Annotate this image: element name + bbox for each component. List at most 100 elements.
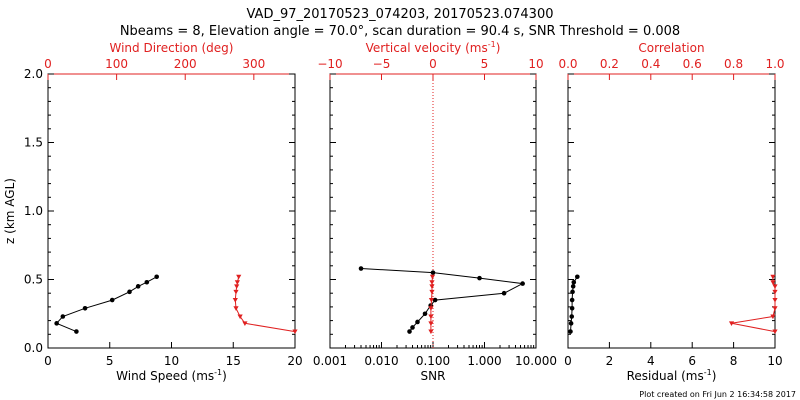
data-point [154,274,159,280]
data-point [772,289,778,295]
data-point [728,321,735,326]
top-tick-label: 0 [429,57,437,71]
data-point [569,314,575,319]
data-point [772,298,778,303]
top-tick-label: 0.0 [558,57,577,71]
top-tick-label: 10 [528,57,543,71]
data-point [772,329,778,335]
data-point [429,280,435,285]
data-point [432,297,438,303]
x-tick-label: 10 [164,354,179,368]
x-tick-label: 0 [564,354,572,368]
data-point [82,305,88,311]
data-point [54,321,59,326]
x-tick-label: 0.001 [313,354,347,368]
top-tick-label: 5 [481,57,489,71]
data-point [410,325,415,330]
data-point [144,279,150,285]
data-point [569,297,575,303]
x-tick-label: 1.000 [467,354,501,368]
top-tick-label: 0.2 [600,57,619,71]
panel-residual-correlation: 0 2 4 6 8 10 Residual (ms-1) 0.0 0.2 0.4 0.6 0.8 1.0… [558,41,784,383]
data-point [770,274,776,280]
data-point [570,289,575,295]
x-tick-label: 5 [106,354,114,368]
figure-title: VAD_97_20170523_074203, 20170523.074300 [247,7,554,22]
data-point [571,279,577,285]
y-tick-label: 0.5 [24,273,43,287]
x-tick-label: 2 [606,354,614,368]
data-point [428,329,434,335]
data-point [520,281,525,286]
data-point [422,311,428,317]
top-tick-label: −10 [317,57,342,71]
x-tick-label: 15 [226,354,241,368]
data-point [135,284,141,289]
data-point [429,289,435,295]
y-axis-label: z (km AGL) [3,178,17,244]
data-point [575,274,580,280]
x-tick-label: 6 [688,354,696,368]
panel-wind: 0.0 0.5 1.0 1.5 2.0 z (km AGL) 0 5 10 15 20 Wind Sp… [3,41,303,383]
x-tick-label: 0 [44,354,52,368]
data-point [570,284,576,289]
data-point [770,280,776,285]
y-tick-label: 0.0 [24,341,43,355]
data-point [232,298,238,303]
x-tick-label: 10.000 [515,354,557,368]
data-point [234,284,240,289]
figure-subtitle: Nbeams = 8, Elevation angle = 70.0°, sca… [120,24,680,39]
series-line-0 [360,268,525,332]
data-point [236,274,242,280]
data-point [772,284,778,289]
top-axis-label: Wind Direction (deg) [110,41,234,55]
data-point [233,289,239,295]
top-tick-label: 100 [105,57,128,71]
data-point [428,314,434,320]
data-point [428,321,434,326]
x-tick-label: 0.100 [416,354,450,368]
data-point [477,275,482,281]
top-tick-label: 1.0 [765,57,784,71]
data-point [568,321,574,326]
data-point [501,290,507,296]
data-point [74,329,79,334]
data-point [429,284,435,289]
plot-frame [567,73,776,349]
data-point [569,305,575,311]
top-tick-label: 0.6 [683,57,702,71]
top-axis-label: Vertical velocity (ms-1) [366,40,501,55]
data-point [407,329,412,334]
y-tick-label: 1.0 [24,204,43,218]
y-tick-label: 1.5 [24,136,43,150]
data-point [428,306,434,311]
x-tick-label: 20 [287,354,302,368]
x-axis-label: Residual (ms-1) [627,368,717,383]
top-tick-label: 0.8 [724,57,743,71]
top-tick-label: 0 [44,57,52,71]
top-tick-label: −5 [373,57,391,71]
data-point [60,314,66,319]
data-point [292,329,298,335]
plot-credit: Plot created on Fri Jun 2 16:34:58 2017 [639,390,796,399]
y-tick-label: 2.0 [24,67,43,81]
series-line-0 [55,276,157,333]
data-point [358,266,364,271]
top-tick-label: 0.4 [641,57,660,71]
top-tick-label: 300 [242,57,265,71]
x-tick-label: 8 [730,354,738,368]
top-axis-label: Correlation [638,41,704,55]
x-tick-label: 0.010 [364,354,398,368]
data-point [242,321,248,326]
top-tick-label: 200 [174,57,197,71]
x-tick-label: 10 [767,354,782,368]
data-point [237,314,243,320]
data-point [568,329,573,334]
data-point [428,298,435,303]
data-point [234,280,240,285]
data-point [127,289,132,295]
data-point [109,297,115,303]
data-point [772,306,778,311]
x-axis-label: Wind Speed (ms-1) [116,368,227,383]
